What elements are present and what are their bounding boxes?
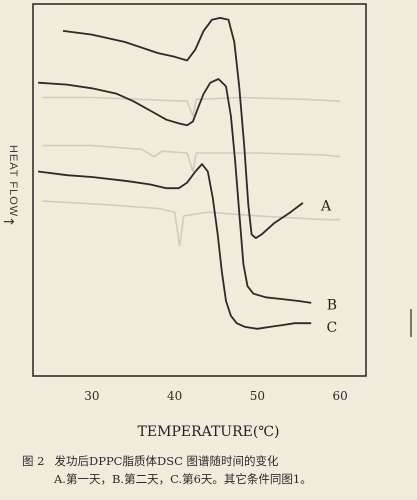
caption-line-2: A.第一天，B.第二天，C.第6天。其它条件同图1。 xyxy=(54,472,312,486)
series-label-a: A xyxy=(320,199,332,215)
series-label-c: C xyxy=(327,320,338,336)
plot-frame xyxy=(32,3,367,377)
series-line-c xyxy=(37,163,312,330)
series-line-ghost-c xyxy=(42,200,341,247)
series-line-b xyxy=(38,78,312,304)
x-tick-label: 30 xyxy=(84,389,99,403)
y-axis-label: HEAT FLOW xyxy=(7,145,19,218)
x-axis-label: TEMPERATURE(℃) xyxy=(137,424,280,440)
heat-flow-arrow-icon: → xyxy=(3,214,15,230)
series-line-ghost-a xyxy=(42,96,341,117)
x-tick-label: 60 xyxy=(333,389,348,403)
figure-caption: 图 2 发功后DPPC脂质体DSC 图谱随时间的变化 A.第一天，B.第二天，C.… xyxy=(22,452,412,488)
series-line-a xyxy=(62,17,304,239)
caption-title: 发功后DPPC脂质体DSC 图谱随时间的变化 xyxy=(54,454,279,468)
caption-line-1: 图 2 发功后DPPC脂质体DSC 图谱随时间的变化 xyxy=(22,452,412,470)
series-label-b: B xyxy=(327,298,337,314)
series-line-ghost-b xyxy=(42,144,341,173)
x-tick-label: 50 xyxy=(250,389,265,403)
x-tick-label: 40 xyxy=(167,389,182,403)
figure-number: 图 2 xyxy=(22,454,45,468)
